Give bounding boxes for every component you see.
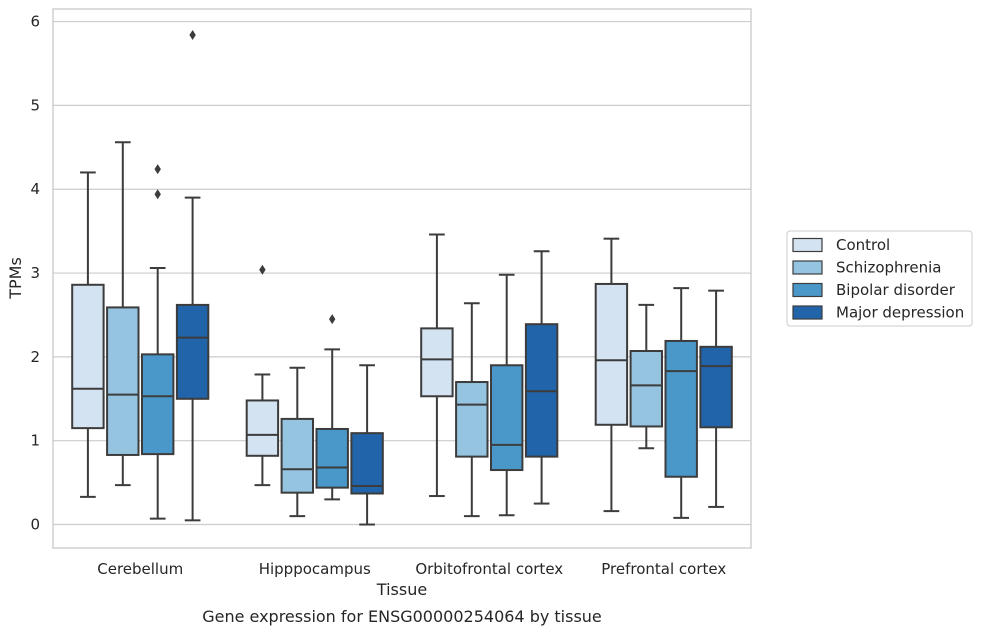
x-tick-label: Orbitofrontal cortex bbox=[415, 560, 563, 578]
box-group bbox=[71, 171, 105, 498]
chart-caption: Gene expression for ENSG00000254064 by t… bbox=[202, 607, 602, 626]
outlier-point bbox=[154, 189, 161, 200]
box bbox=[245, 399, 280, 457]
box bbox=[140, 353, 175, 456]
box-group bbox=[245, 264, 280, 487]
y-tick-label: 6 bbox=[30, 13, 40, 31]
y-tick-labels: 0 1 2 3 4 5 6 bbox=[30, 13, 40, 534]
box bbox=[489, 364, 524, 472]
box-group bbox=[664, 287, 698, 519]
outlier-point bbox=[259, 264, 266, 275]
y-tick-label: 2 bbox=[30, 348, 40, 366]
outlier-point bbox=[154, 164, 161, 175]
box-group bbox=[140, 164, 175, 520]
y-tick-label: 3 bbox=[30, 264, 40, 282]
legend-swatch bbox=[792, 260, 823, 275]
box bbox=[106, 306, 140, 456]
outlier-point bbox=[189, 29, 196, 40]
box-group bbox=[175, 29, 210, 522]
legend: Control Schizophrenia Bipolar disorder Majo… bbox=[786, 230, 973, 327]
x-tick-labels: Cerebellum Hipppocampus Orbitofrontal cort… bbox=[97, 560, 726, 578]
box-group bbox=[106, 141, 140, 487]
box bbox=[629, 350, 664, 428]
x-tick-label: Hipppocampus bbox=[259, 560, 371, 578]
box bbox=[455, 381, 489, 458]
box-group bbox=[280, 366, 315, 518]
box bbox=[699, 345, 733, 429]
box-group bbox=[594, 237, 629, 513]
y-axis-title: TPMs bbox=[6, 257, 25, 300]
box-group bbox=[455, 302, 489, 518]
legend-label: Control bbox=[836, 236, 890, 254]
legend-swatch bbox=[792, 305, 823, 320]
legend-swatch bbox=[792, 237, 823, 253]
box-group bbox=[629, 303, 664, 450]
x-tick-label: Cerebellum bbox=[97, 560, 183, 578]
box bbox=[350, 432, 384, 495]
box bbox=[280, 417, 315, 494]
legend-label: Schizophrenia bbox=[836, 259, 941, 277]
box-group bbox=[489, 273, 524, 517]
box bbox=[594, 282, 629, 426]
x-tick-label: Prefrontal cortex bbox=[601, 560, 726, 578]
box-series bbox=[71, 29, 733, 526]
legend-swatch bbox=[792, 282, 823, 298]
box bbox=[315, 427, 349, 489]
box bbox=[420, 327, 454, 398]
box bbox=[175, 303, 210, 400]
y-tick-label: 0 bbox=[30, 516, 40, 534]
outlier-point bbox=[329, 314, 336, 325]
plot-area bbox=[52, 8, 752, 549]
y-tick-label: 5 bbox=[30, 96, 40, 114]
legend-frame bbox=[786, 230, 973, 327]
box bbox=[664, 339, 698, 478]
box-group bbox=[524, 250, 559, 505]
box-group bbox=[420, 233, 454, 498]
x-axis-title: Tissue bbox=[376, 580, 427, 599]
box-group bbox=[315, 314, 349, 501]
legend-label: Bipolar disorder bbox=[836, 281, 956, 299]
box bbox=[71, 283, 105, 430]
box-group bbox=[699, 289, 733, 508]
box-group bbox=[350, 364, 384, 526]
legend-label: Major depression bbox=[836, 304, 964, 322]
y-tick-label: 4 bbox=[30, 180, 40, 198]
y-tick-label: 1 bbox=[30, 432, 40, 450]
